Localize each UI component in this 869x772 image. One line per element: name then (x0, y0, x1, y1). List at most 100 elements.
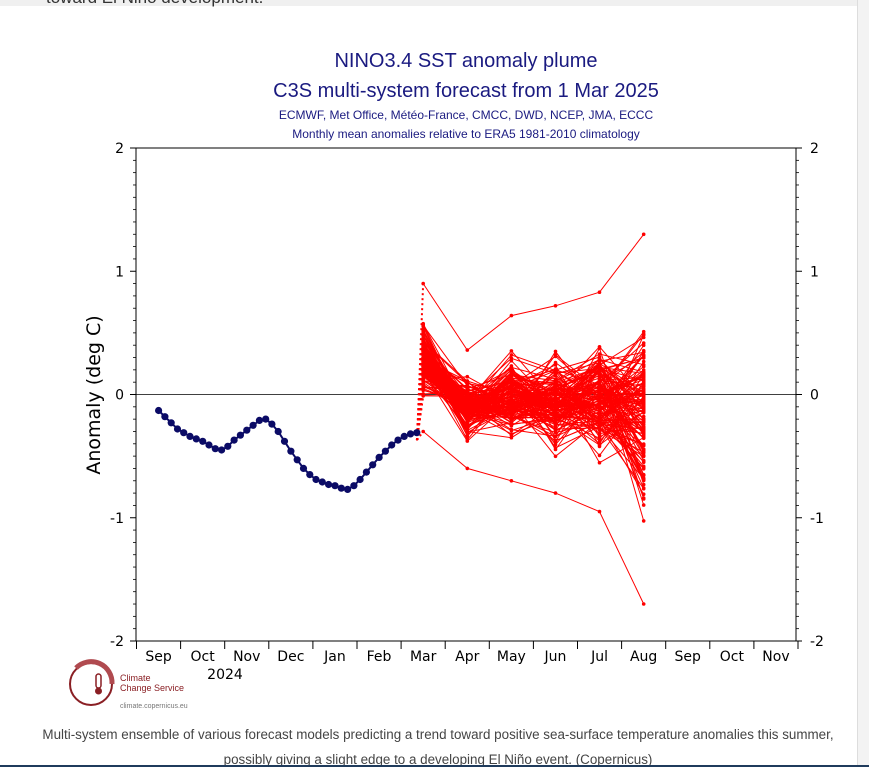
y-tick-label-left: 2 (115, 141, 124, 157)
forecast-point (597, 355, 602, 359)
forecast-point (641, 400, 646, 405)
month-label: Dec (277, 649, 304, 665)
month-label: Jul (590, 649, 608, 665)
forecast-point (597, 381, 602, 386)
month-label: Nov (233, 649, 260, 665)
observed-point (268, 420, 276, 428)
forecast-point (641, 454, 646, 459)
y-tick-label-right: -1 (810, 511, 824, 527)
forecast-point (597, 409, 602, 413)
forecast-point (465, 393, 470, 397)
scrollbar-track[interactable] (857, 0, 869, 767)
forecast-point (597, 439, 602, 444)
forecast-point (465, 374, 470, 379)
bottom-border (0, 765, 869, 767)
forecast-point (641, 353, 646, 358)
forecast-point (553, 387, 558, 392)
forecast-point (641, 406, 646, 410)
forecast-point (553, 379, 558, 383)
observed-point (262, 415, 270, 423)
forecast-point (553, 415, 558, 419)
observed-point (369, 461, 377, 469)
forecast-point (597, 460, 602, 465)
thermometer-icon (95, 673, 102, 689)
forecast-point (509, 381, 514, 385)
forecast-point (509, 416, 514, 421)
forecast-point (553, 454, 558, 459)
forecast-point (553, 442, 558, 447)
forecast-point (421, 281, 426, 286)
forecast-point (509, 349, 514, 353)
logo-text-2: Change Service (120, 683, 184, 693)
observed-point (413, 429, 421, 437)
month-label: Oct (720, 649, 745, 665)
forecast-point (465, 439, 470, 443)
forecast-point (421, 336, 426, 340)
forecast-point (641, 519, 646, 523)
forecast-point (597, 393, 602, 397)
forecast-point (553, 368, 558, 373)
forecast-point (641, 432, 646, 436)
observed-point (211, 445, 219, 453)
forecast-point (597, 345, 602, 349)
observed-point (331, 482, 339, 490)
forecast-member-line (422, 342, 644, 457)
observed-point (325, 480, 333, 489)
observed-point (280, 437, 289, 445)
forecast-point (641, 602, 646, 606)
y-tick-label-right: 0 (810, 388, 819, 404)
observed-point (161, 413, 169, 421)
forecast-point (421, 322, 426, 327)
forecast-member-line (422, 350, 645, 435)
forecast-member-line (422, 368, 645, 470)
forecast-point (465, 430, 470, 435)
forecast-point (597, 422, 602, 427)
forecast-member-line (422, 369, 645, 429)
forecast-member-line (422, 351, 644, 413)
forecast-point (641, 368, 646, 372)
month-label: Mar (410, 649, 437, 665)
observed-point (293, 456, 301, 464)
forecast-point (465, 419, 470, 424)
image-caption: Multi-system ensemble of various forecas… (42, 727, 834, 767)
observed-point (186, 432, 194, 440)
logo-url: climate.copernicus.eu (120, 703, 188, 710)
forecast-point (641, 392, 646, 397)
observed-point (299, 464, 308, 472)
forecast-point (597, 352, 602, 356)
month-label: Aug (630, 649, 657, 665)
y-tick-label-right: 2 (810, 141, 819, 157)
forecast-ensemble (415, 232, 646, 606)
observed-point (224, 442, 232, 450)
logo-text-1: Climate (120, 673, 151, 683)
observed-point (180, 429, 188, 437)
observed-point (287, 447, 295, 455)
forecast-point (553, 408, 558, 413)
observed-point (199, 437, 207, 445)
forecast-point (465, 397, 470, 401)
observed-point (218, 446, 226, 454)
month-label: May (497, 649, 526, 665)
observed-point (356, 475, 364, 484)
month-label: Sep (675, 649, 702, 665)
observed-point (362, 468, 370, 476)
forecast-point (641, 414, 646, 419)
month-label: Jun (544, 649, 567, 665)
observed-point (406, 430, 415, 438)
observed-point (274, 427, 282, 436)
observed-point (236, 431, 244, 439)
forecast-point (641, 418, 646, 423)
forecast-point (641, 410, 646, 414)
observed-point (306, 471, 314, 479)
forecast-point (597, 371, 602, 375)
forecast-member-line (422, 354, 645, 429)
chart-models: ECMWF, Met Office, Météo-France, CMCC, D… (279, 108, 654, 122)
forecast-point (553, 434, 558, 439)
forecast-point (641, 333, 646, 337)
forecast-point (509, 313, 514, 318)
observed-point (318, 478, 326, 486)
thermometer-bulb-icon (95, 687, 102, 695)
forecast-point (465, 348, 470, 352)
forecast-point (641, 443, 646, 448)
forecast-point (641, 329, 646, 334)
